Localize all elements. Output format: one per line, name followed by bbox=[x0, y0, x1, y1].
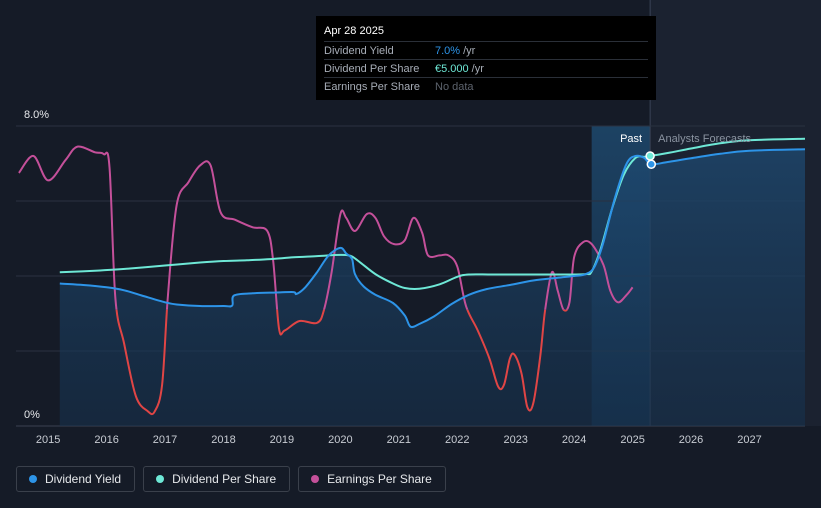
legend: Dividend Yield Dividend Per Share Earnin… bbox=[16, 466, 446, 492]
legend-dot-icon bbox=[311, 475, 320, 483]
x-tick-label: 2026 bbox=[679, 434, 703, 446]
tooltip-name: Earnings Per Share bbox=[324, 80, 420, 93]
y-tick-label: 8.0% bbox=[24, 109, 49, 121]
x-tick-label: 2019 bbox=[270, 434, 294, 446]
earnings-per-share-line-negative bbox=[115, 309, 569, 416]
x-tick-label: 2015 bbox=[36, 434, 60, 446]
legend-label: Earnings Per Share bbox=[327, 472, 432, 486]
legend-item-dividend-per-share[interactable]: Dividend Per Share bbox=[143, 466, 291, 492]
tooltip-unit: /yr bbox=[471, 62, 484, 75]
x-tick-label: 2018 bbox=[211, 434, 235, 446]
tooltip-value: No data bbox=[435, 80, 474, 93]
tooltip-unit: /yr bbox=[463, 44, 476, 57]
tooltip-name: Dividend Per Share bbox=[324, 62, 420, 75]
tooltip-value: €5.000 bbox=[435, 62, 469, 75]
x-tick-label: 2021 bbox=[387, 434, 411, 446]
x-tick-label: 2024 bbox=[562, 434, 586, 446]
dividend-yield-line bbox=[59, 148, 806, 329]
tooltip-date: Apr 28 2025 bbox=[324, 25, 384, 37]
x-tick-label: 2025 bbox=[620, 434, 644, 446]
legend-item-earnings-per-share[interactable]: Earnings Per Share bbox=[298, 466, 446, 492]
x-tick-label: 2023 bbox=[503, 434, 527, 446]
tooltip-row-dividend-yield: Dividend Yield 7.0% /yr bbox=[324, 41, 648, 59]
x-tick-label: 2022 bbox=[445, 434, 469, 446]
tooltip: Apr 28 2025 Dividend Yield 7.0% /yr Divi… bbox=[316, 16, 656, 100]
legend-item-dividend-yield[interactable]: Dividend Yield bbox=[16, 466, 136, 492]
dividend-yield-area bbox=[59, 149, 806, 427]
tooltip-value: 7.0% bbox=[435, 44, 461, 57]
x-tick-label: 2017 bbox=[153, 434, 177, 446]
hover-marker bbox=[645, 151, 655, 161]
forecast-label: Analysts Forecasts bbox=[658, 133, 751, 145]
hover-marker bbox=[646, 159, 657, 169]
tooltip-row-dividend-per-share: Dividend Per Share €5.000 /yr bbox=[324, 59, 648, 77]
x-tick-label: 2027 bbox=[737, 434, 761, 446]
past-label: Past bbox=[620, 133, 642, 145]
y-tick-label: 0% bbox=[24, 409, 40, 421]
legend-label: Dividend Yield bbox=[45, 472, 122, 486]
legend-label: Dividend Per Share bbox=[172, 472, 277, 486]
x-tick-label: 2016 bbox=[94, 434, 118, 446]
legend-dot-icon bbox=[156, 475, 165, 483]
x-tick-label: 2020 bbox=[328, 434, 352, 446]
tooltip-name: Dividend Yield bbox=[324, 44, 394, 57]
legend-dot-icon bbox=[29, 475, 37, 483]
tooltip-row-earnings-per-share: Earnings Per Share No data bbox=[324, 77, 648, 95]
